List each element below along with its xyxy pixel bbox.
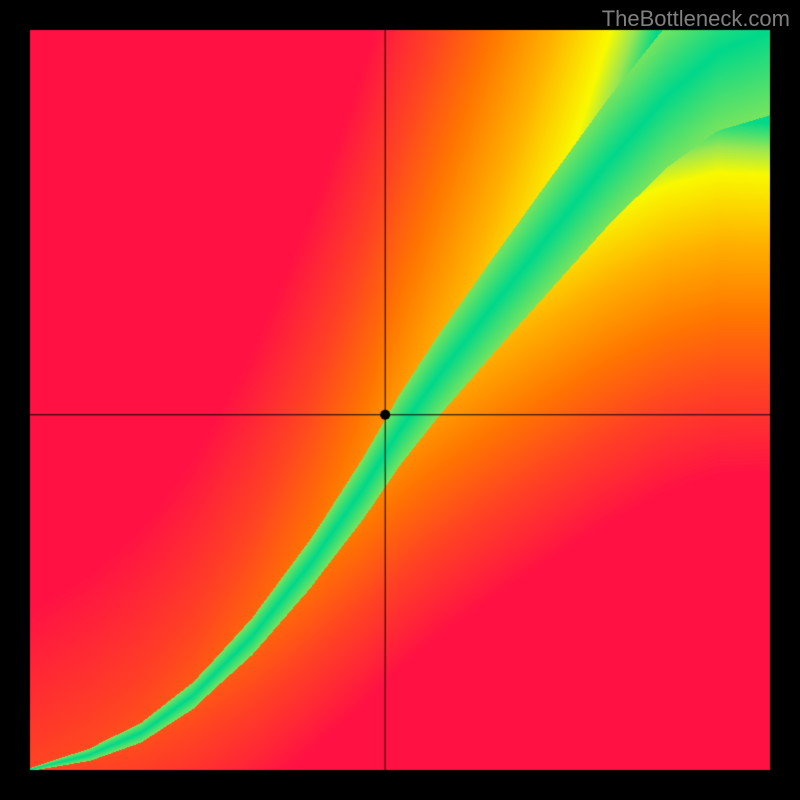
watermark-text: TheBottleneck.com xyxy=(602,6,790,32)
chart-container: TheBottleneck.com xyxy=(0,0,800,800)
heatmap-canvas xyxy=(0,0,800,800)
